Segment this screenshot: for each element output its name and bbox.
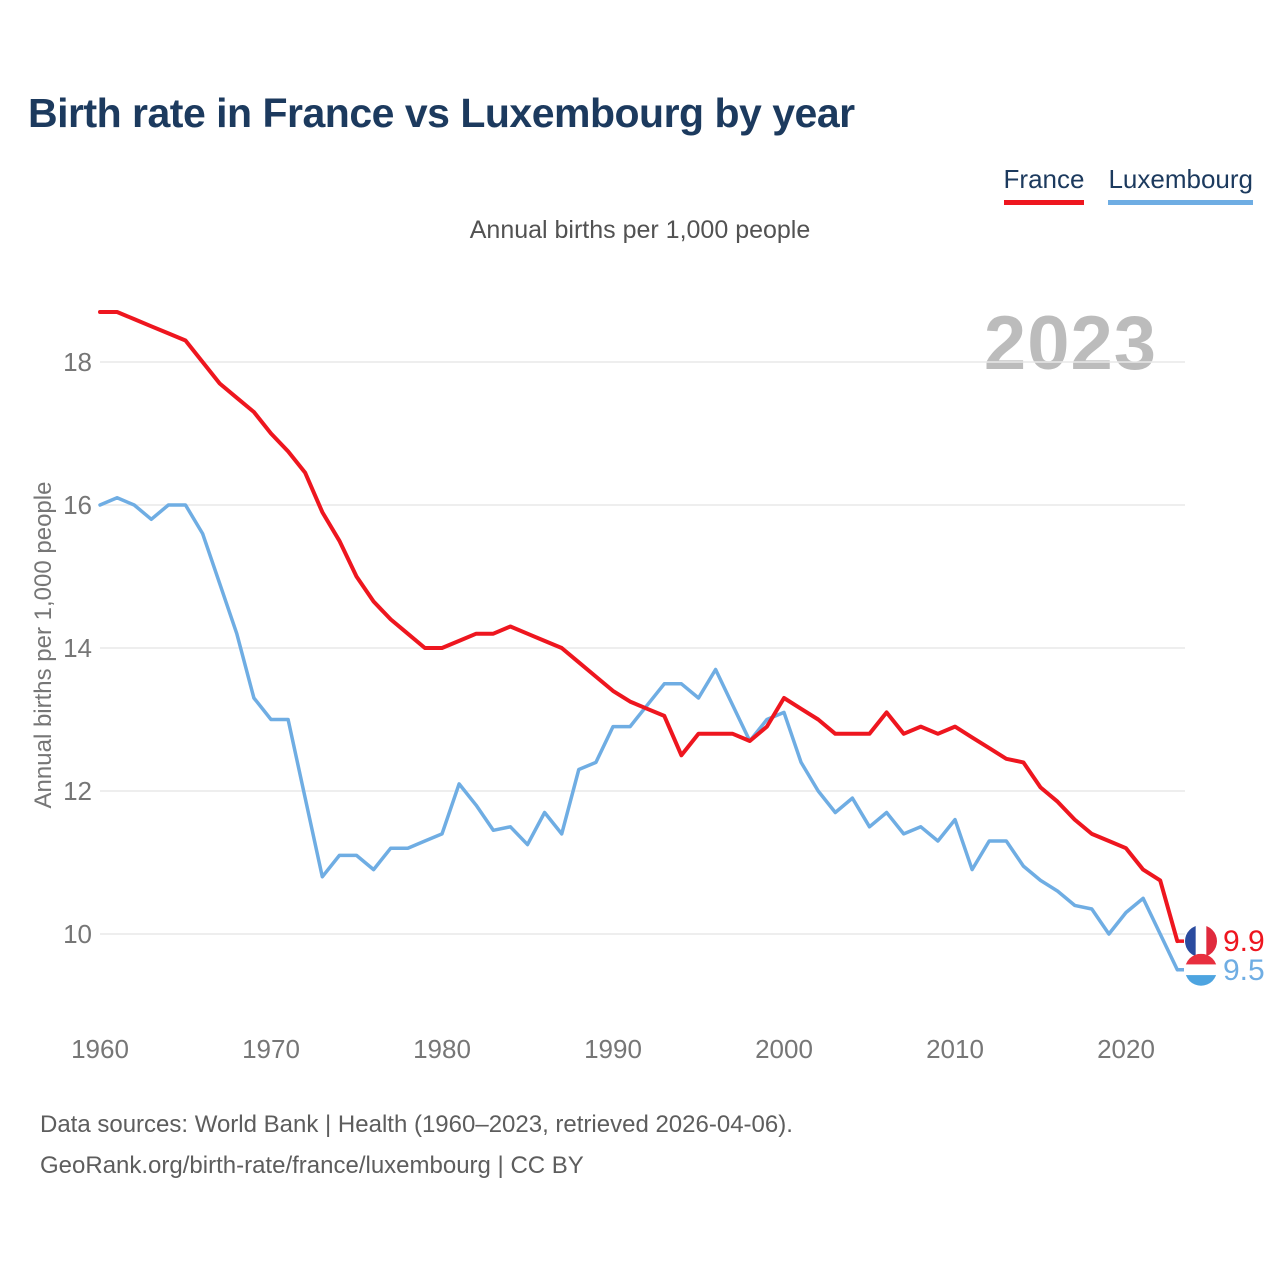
legend-item-luxembourg[interactable]: Luxembourg <box>1108 164 1253 205</box>
chart-subtitle: Annual births per 1,000 people <box>469 216 811 244</box>
footer-sources-line: Data sources: World Bank | Health (1960–… <box>40 1111 793 1138</box>
y-tick-label-10: 10 <box>63 919 92 949</box>
france-flag-stripe <box>1206 925 1217 958</box>
france-flag-stripe <box>1195 925 1207 958</box>
series-line-france[interactable] <box>98 310 1180 944</box>
series-layer <box>98 310 1180 972</box>
end-value-label-france: 9.9 <box>1223 925 1265 958</box>
y-tick-label-18: 18 <box>63 347 92 377</box>
end-markers-layer: 9.99.5 <box>1177 925 1265 987</box>
x-tick-label-2010: 2010 <box>926 1034 984 1064</box>
luxembourg-flag-icon <box>1185 953 1217 986</box>
page-title: Birth rate in France vs Luxembourg by ye… <box>28 90 855 136</box>
series-line-luxembourg[interactable] <box>98 496 1180 972</box>
footer-url-line: GeoRank.org/birth-rate/france/luxembourg… <box>40 1152 584 1179</box>
x-tick-labels-layer: 1960 1970 1980 1990 2000 2010 2020 <box>71 1034 1155 1064</box>
france-flag-stripe <box>1185 925 1197 958</box>
legend: France Luxembourg <box>1003 164 1253 205</box>
france-flag-icon <box>1185 925 1217 958</box>
x-tick-label-1980: 1980 <box>413 1034 471 1064</box>
legend-item-france[interactable]: France <box>1003 164 1085 205</box>
luxembourg-flag-stripe <box>1185 953 1217 965</box>
y-tick-label-14: 14 <box>63 633 92 663</box>
x-tick-label-2020: 2020 <box>1097 1034 1155 1064</box>
x-tick-label-1970: 1970 <box>242 1034 300 1064</box>
luxembourg-flag-stripe <box>1185 964 1217 976</box>
y-tick-labels-layer: 10 12 14 16 18 <box>63 347 92 949</box>
footer: Data sources: World Bank | Health (1960–… <box>40 1104 793 1186</box>
luxembourg-flag-stripe <box>1185 975 1217 986</box>
end-value-label-luxembourg: 9.5 <box>1223 954 1265 987</box>
gridlines-layer <box>100 361 1185 935</box>
y-tick-label-16: 16 <box>63 490 92 520</box>
y-tick-label-12: 12 <box>63 776 92 806</box>
x-tick-label-2000: 2000 <box>755 1034 813 1064</box>
x-tick-label-1990: 1990 <box>584 1034 642 1064</box>
watermark-year: 2023 <box>983 301 1157 386</box>
x-tick-label-1960: 1960 <box>71 1034 129 1064</box>
